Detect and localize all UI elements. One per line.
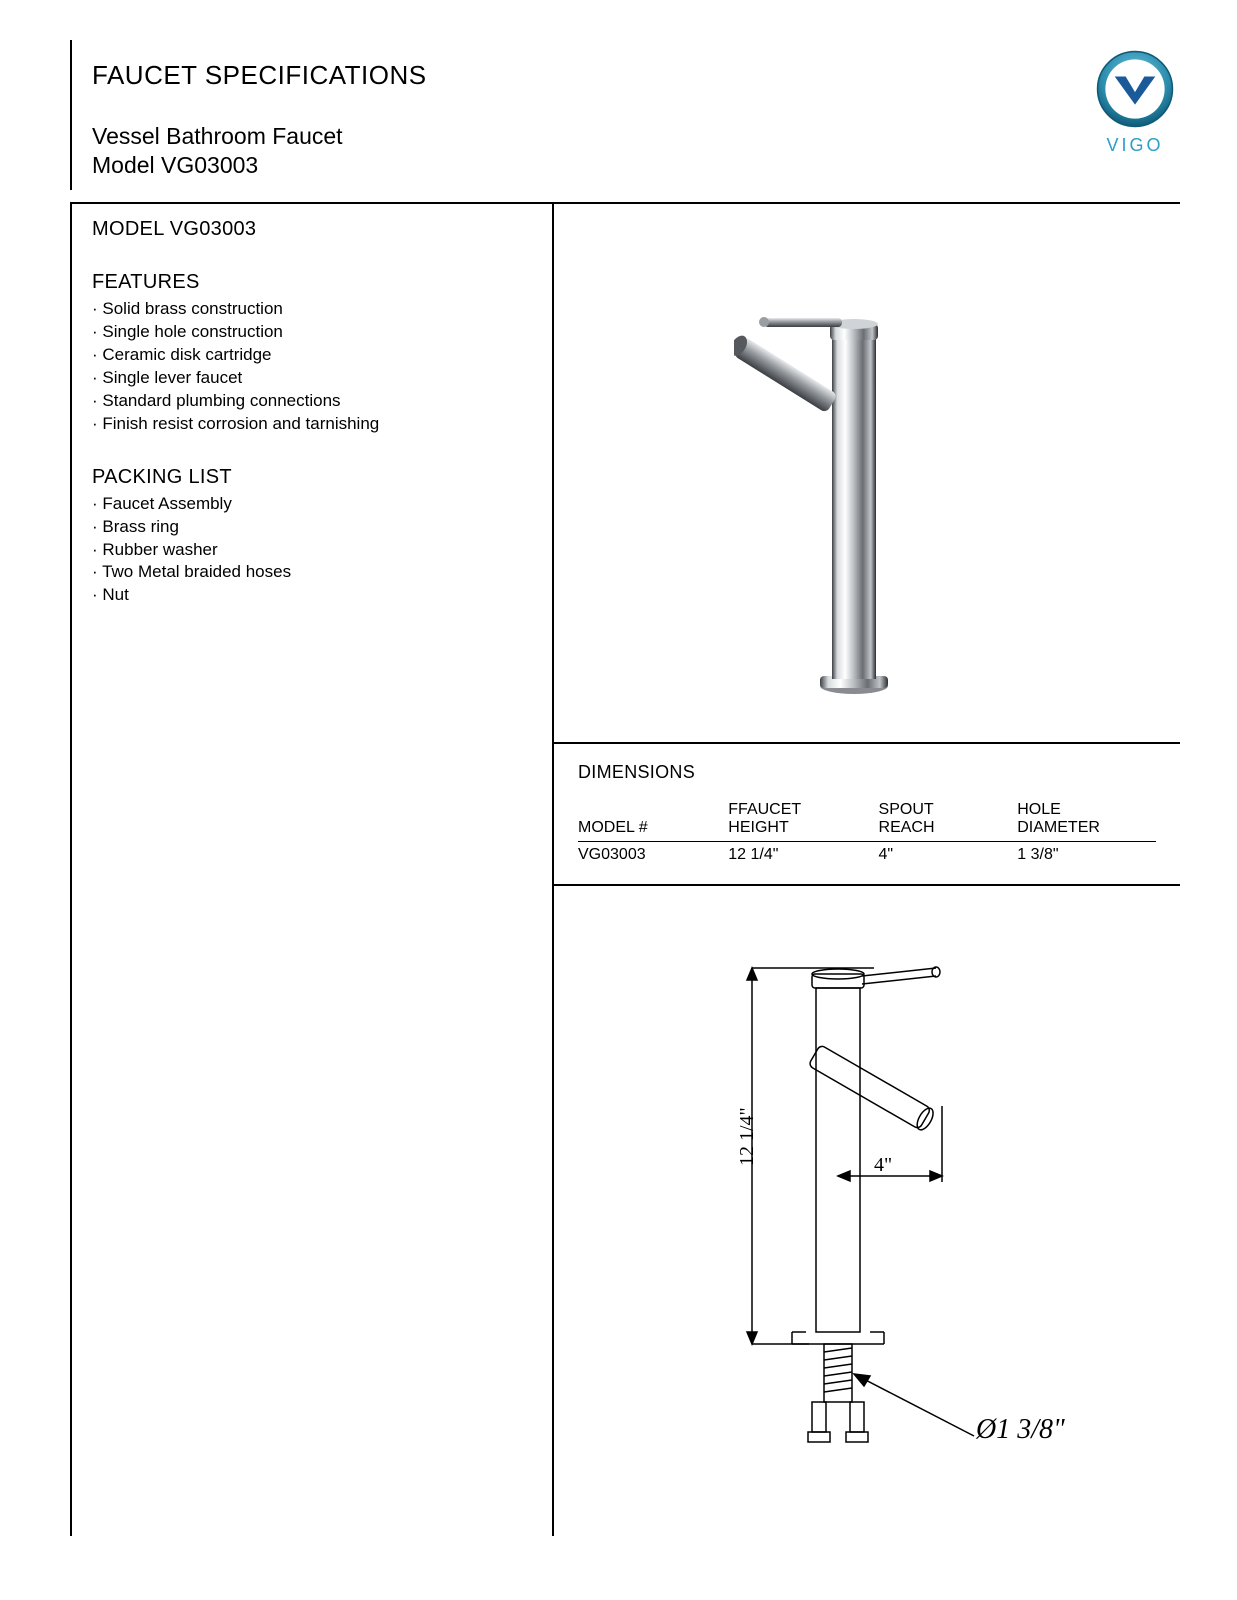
cell-diameter: 1 3/8" <box>1017 842 1156 865</box>
faucet-photo-icon <box>734 284 934 704</box>
reach-dimension-label: 4" <box>874 1154 892 1177</box>
col-height: FFAUCETHEIGHT <box>728 801 878 842</box>
cell-reach: 4" <box>879 842 1018 865</box>
right-column: DIMENSIONS MODEL # FFAUCETHEIGHT SPOUTRE… <box>552 204 1180 1536</box>
header: FAUCET SPECIFICATIONS Vessel Bathroom Fa… <box>70 40 1180 190</box>
packing-item: Two Metal braided hoses <box>92 561 532 584</box>
packing-item: Rubber washer <box>92 539 532 562</box>
brand-logo: VIGO <box>1090 50 1180 156</box>
dimensions-section: DIMENSIONS MODEL # FFAUCETHEIGHT SPOUTRE… <box>554 744 1180 886</box>
feature-item: Single hole construction <box>92 321 532 344</box>
packing-item: Nut <box>92 584 532 607</box>
product-image-area <box>554 204 1180 744</box>
dimensions-title: DIMENSIONS <box>578 762 1156 783</box>
spec-sheet-page: FAUCET SPECIFICATIONS Vessel Bathroom Fa… <box>70 40 1180 1536</box>
brand-name: VIGO <box>1090 135 1180 156</box>
features-title: FEATURES <box>92 271 532 294</box>
vigo-logo-icon <box>1096 50 1174 128</box>
left-column: MODEL VG03003 FEATURES Solid brass const… <box>72 204 552 1536</box>
packing-list: Faucet Assembly Brass ring Rubber washer… <box>92 493 532 608</box>
diagram-area: 12 1/4" 4" Ø1 3/8" <box>554 886 1180 1536</box>
feature-item: Standard plumbing connections <box>92 390 532 413</box>
diameter-dimension-label: Ø1 3/8" <box>976 1414 1065 1446</box>
col-reach: SPOUTREACH <box>879 801 1018 842</box>
feature-item: Single lever faucet <box>92 367 532 390</box>
table-row: VG03003 12 1/4" 4" 1 3/8" <box>578 842 1156 865</box>
table-header-row: MODEL # FFAUCETHEIGHT SPOUTREACH HOLEDIA… <box>578 801 1156 842</box>
features-list: Solid brass construction Single hole con… <box>92 298 532 436</box>
document-title: FAUCET SPECIFICATIONS <box>92 40 1180 91</box>
feature-item: Finish resist corrosion and tarnishing <box>92 413 532 436</box>
dimensions-table: MODEL # FFAUCETHEIGHT SPOUTREACH HOLEDIA… <box>578 801 1156 864</box>
cell-height: 12 1/4" <box>728 842 878 865</box>
height-dimension-label: 12 1/4" <box>736 1107 759 1166</box>
col-diameter: HOLEDIAMETER <box>1017 801 1156 842</box>
packing-title: PACKING LIST <box>92 466 532 489</box>
feature-item: Solid brass construction <box>92 298 532 321</box>
packing-item: Faucet Assembly <box>92 493 532 516</box>
model-line: Model VG03003 <box>92 152 1180 179</box>
model-header: MODEL VG03003 <box>92 218 532 241</box>
packing-item: Brass ring <box>92 516 532 539</box>
feature-item: Ceramic disk cartridge <box>92 344 532 367</box>
col-model: MODEL # <box>578 801 728 842</box>
body: MODEL VG03003 FEATURES Solid brass const… <box>70 204 1180 1536</box>
cell-model: VG03003 <box>578 842 728 865</box>
product-name: Vessel Bathroom Faucet <box>92 123 1180 150</box>
